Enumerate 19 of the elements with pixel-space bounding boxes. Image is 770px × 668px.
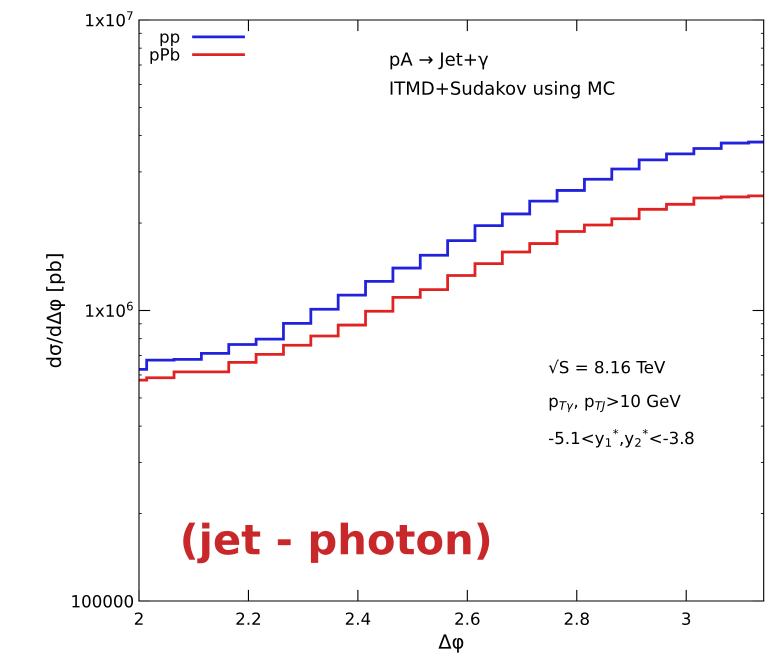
x-tick-label: 2	[134, 612, 143, 625]
x-tick-label: 3	[682, 612, 690, 626]
x-tick-label: 2.8	[564, 612, 589, 626]
annotation: pA → Jet+γ	[390, 52, 488, 70]
annotation: ITMD+Sudakov using MC	[390, 80, 614, 98]
x-tick-label: 2.6	[455, 612, 480, 626]
x-axis-title: Δφ	[438, 634, 464, 653]
y-tick-label: 1x10$^{6}$	[86, 302, 133, 317]
legend-label: pp	[160, 33, 180, 46]
y-tick-label: 1x10$^{7}$	[86, 11, 133, 26]
annotation: √S = 8.16 TeV	[548, 360, 666, 374]
x-tick-label: 2.4	[346, 612, 370, 625]
annotation: -5.1<y$_{1}$$^{*}$,y$_{2}$$^{*}$<-3.8	[548, 428, 694, 448]
x-tick-label: 2.2	[236, 612, 260, 625]
y-tick-label: 100000	[72, 594, 134, 608]
legend-label: pPb	[150, 48, 180, 64]
annotation: (jet - photon)	[183, 522, 490, 564]
y-axis-title: dσ/dΔφ [pb]	[46, 254, 65, 368]
annotation: p$_{Tγ}$, p$_{TJ}$>10 GeV	[550, 394, 681, 412]
